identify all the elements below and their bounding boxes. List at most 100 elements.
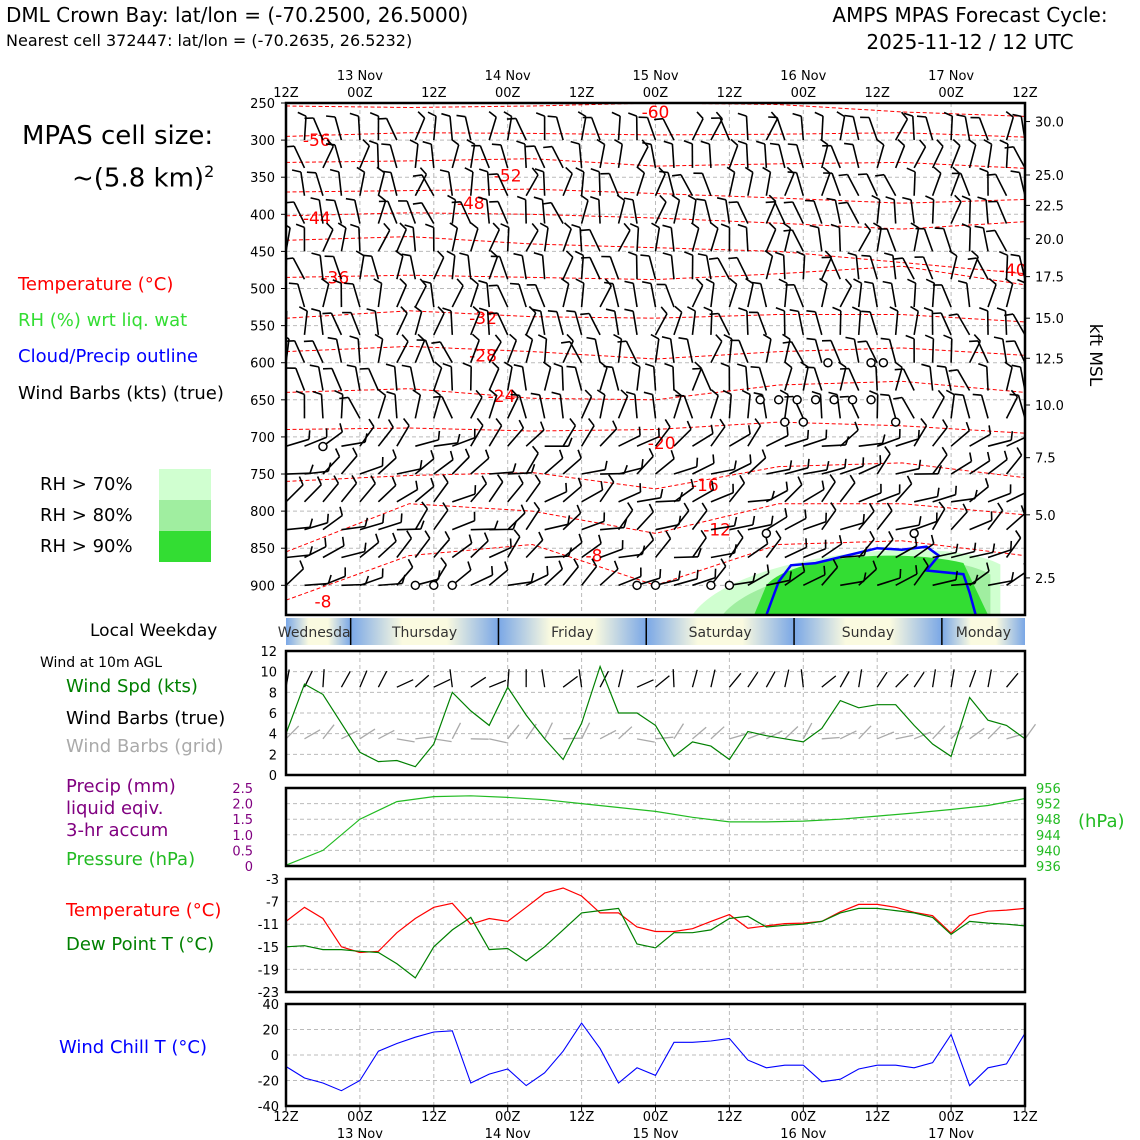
wind-barb-staff (341, 550, 365, 559)
wind-barb-staff (803, 520, 827, 531)
wind-barb-flag (924, 334, 934, 340)
wind-barb-flag (1016, 447, 1023, 456)
wind-barb-flag (1028, 427, 1029, 436)
temperature-panel-frame (284, 877, 1027, 994)
precip-tick-label: 0 (245, 860, 253, 875)
wind-barb-staff (831, 172, 842, 197)
isotherm-label: -24 (488, 387, 516, 407)
wind-barb-staff (451, 436, 475, 447)
wind-barb-flag (604, 460, 608, 470)
wind-barb-staff (580, 283, 585, 308)
bottom-date-label: 17 Nov (928, 1127, 974, 1140)
wind-barb-staff (673, 311, 683, 336)
wind-barb-staff (673, 428, 692, 447)
surface-barb-true (876, 671, 888, 688)
wind-barb-flag (530, 463, 536, 474)
bottom-time-tick-label: 12Z (569, 1110, 595, 1125)
wind-barb-flag (752, 572, 756, 582)
wind-barb-flag (377, 117, 387, 120)
pressure-tick-label: 948 (1036, 813, 1061, 828)
wind-barb-staff (469, 284, 479, 308)
wind-barb-flag (534, 474, 541, 483)
wind-barb-staff (747, 523, 772, 531)
wind-barb-flag (730, 138, 739, 146)
wind-barb-flag (430, 477, 435, 487)
wind-barb-staff (574, 367, 583, 391)
wind-barb-staff (969, 570, 990, 586)
wind-barb-flag (809, 224, 819, 229)
wind-barb-staff (377, 395, 387, 419)
wind-barb-flag (826, 460, 830, 471)
wind-barb-staff (830, 340, 841, 364)
wind-barb-flag (930, 534, 935, 544)
wind-barb-flag (419, 167, 427, 175)
wind-barb-flag (492, 222, 500, 231)
wind-barb-staff (590, 117, 601, 141)
wind-barb-staff (430, 144, 435, 169)
wind-barb-staff (987, 284, 997, 308)
wind-barb-staff (608, 173, 620, 197)
wind-barb-flag (612, 420, 618, 430)
wind-barb-staff (784, 227, 792, 252)
surface-barb-true (858, 669, 863, 688)
wind-barb-flag (576, 504, 582, 514)
wind-barb-flag (577, 449, 582, 459)
wind-barb-staff (452, 493, 476, 503)
wind-barb-flag (984, 477, 990, 488)
wind-barb-staff (814, 311, 823, 336)
wind-barb-staff (543, 338, 548, 363)
wind-barb-flag (650, 333, 660, 340)
wind-barb-staff (618, 575, 642, 587)
wind-barb-flag (687, 194, 697, 201)
wind-barb-flag (584, 389, 593, 398)
surface-barb-true (322, 669, 325, 688)
wind-barb-staff (358, 227, 361, 252)
wind-barb-flag (643, 391, 653, 396)
wind-barb-flag (879, 455, 882, 465)
isotherm-label: -44 (303, 209, 331, 229)
weekday-cell (646, 618, 795, 645)
wind-barb-staff (580, 566, 598, 586)
temp-tick-label: -23 (258, 986, 279, 1001)
kft-axis-label: kft MSL (1085, 324, 1105, 387)
isotherm-line (286, 462, 1025, 490)
wind-barb-flag (1010, 540, 1013, 550)
wind-barb-staff (651, 394, 657, 419)
wind-barb-staff (800, 116, 805, 141)
wind-barb-staff (839, 482, 856, 503)
wind-barb-flag (381, 170, 392, 174)
wind-barb-flag (638, 426, 641, 436)
weekday-cell (941, 618, 1025, 645)
wind-barb-flag (295, 223, 305, 229)
wind-barb-flag (814, 111, 824, 117)
wind-barb-flag (806, 429, 810, 439)
wind-barb-staff (331, 368, 343, 391)
wind-barb-staff (451, 542, 473, 559)
wind-barb-staff (521, 366, 527, 391)
wind-barb-flag (320, 277, 330, 285)
wind-barb-flag (617, 340, 627, 343)
wind-barb-staff (390, 172, 398, 196)
wind-barb-staff (488, 256, 499, 280)
kft-tick-label: 30.0 (1035, 116, 1064, 131)
wind-barb-flag (620, 389, 629, 397)
weekday-label: Wednesday (278, 625, 359, 641)
pressure-tick-label: 600 (250, 357, 275, 372)
wind-barb-flag (600, 481, 604, 491)
wind-barb-staff (599, 548, 623, 559)
wind-barb-staff (340, 227, 347, 252)
surface-barb-true (968, 669, 977, 688)
precip-tick-label: 2.0 (232, 798, 253, 813)
wind-barb-staff (913, 495, 938, 503)
wind-barb-staff (488, 368, 500, 391)
wind-barb-flag (543, 145, 553, 149)
wind-barb-flag (489, 389, 498, 397)
pressure-tick-label: 800 (250, 505, 275, 520)
wind-barb-flag (565, 250, 574, 258)
wind-barb-flag (663, 140, 673, 145)
wind-at-label: Wind at 10m AGL (40, 655, 163, 671)
wind-barb-staff (950, 550, 975, 559)
wind-barb-staff (876, 144, 885, 169)
surface-barb-grid (618, 726, 633, 740)
wind-barb-staff (334, 144, 343, 169)
